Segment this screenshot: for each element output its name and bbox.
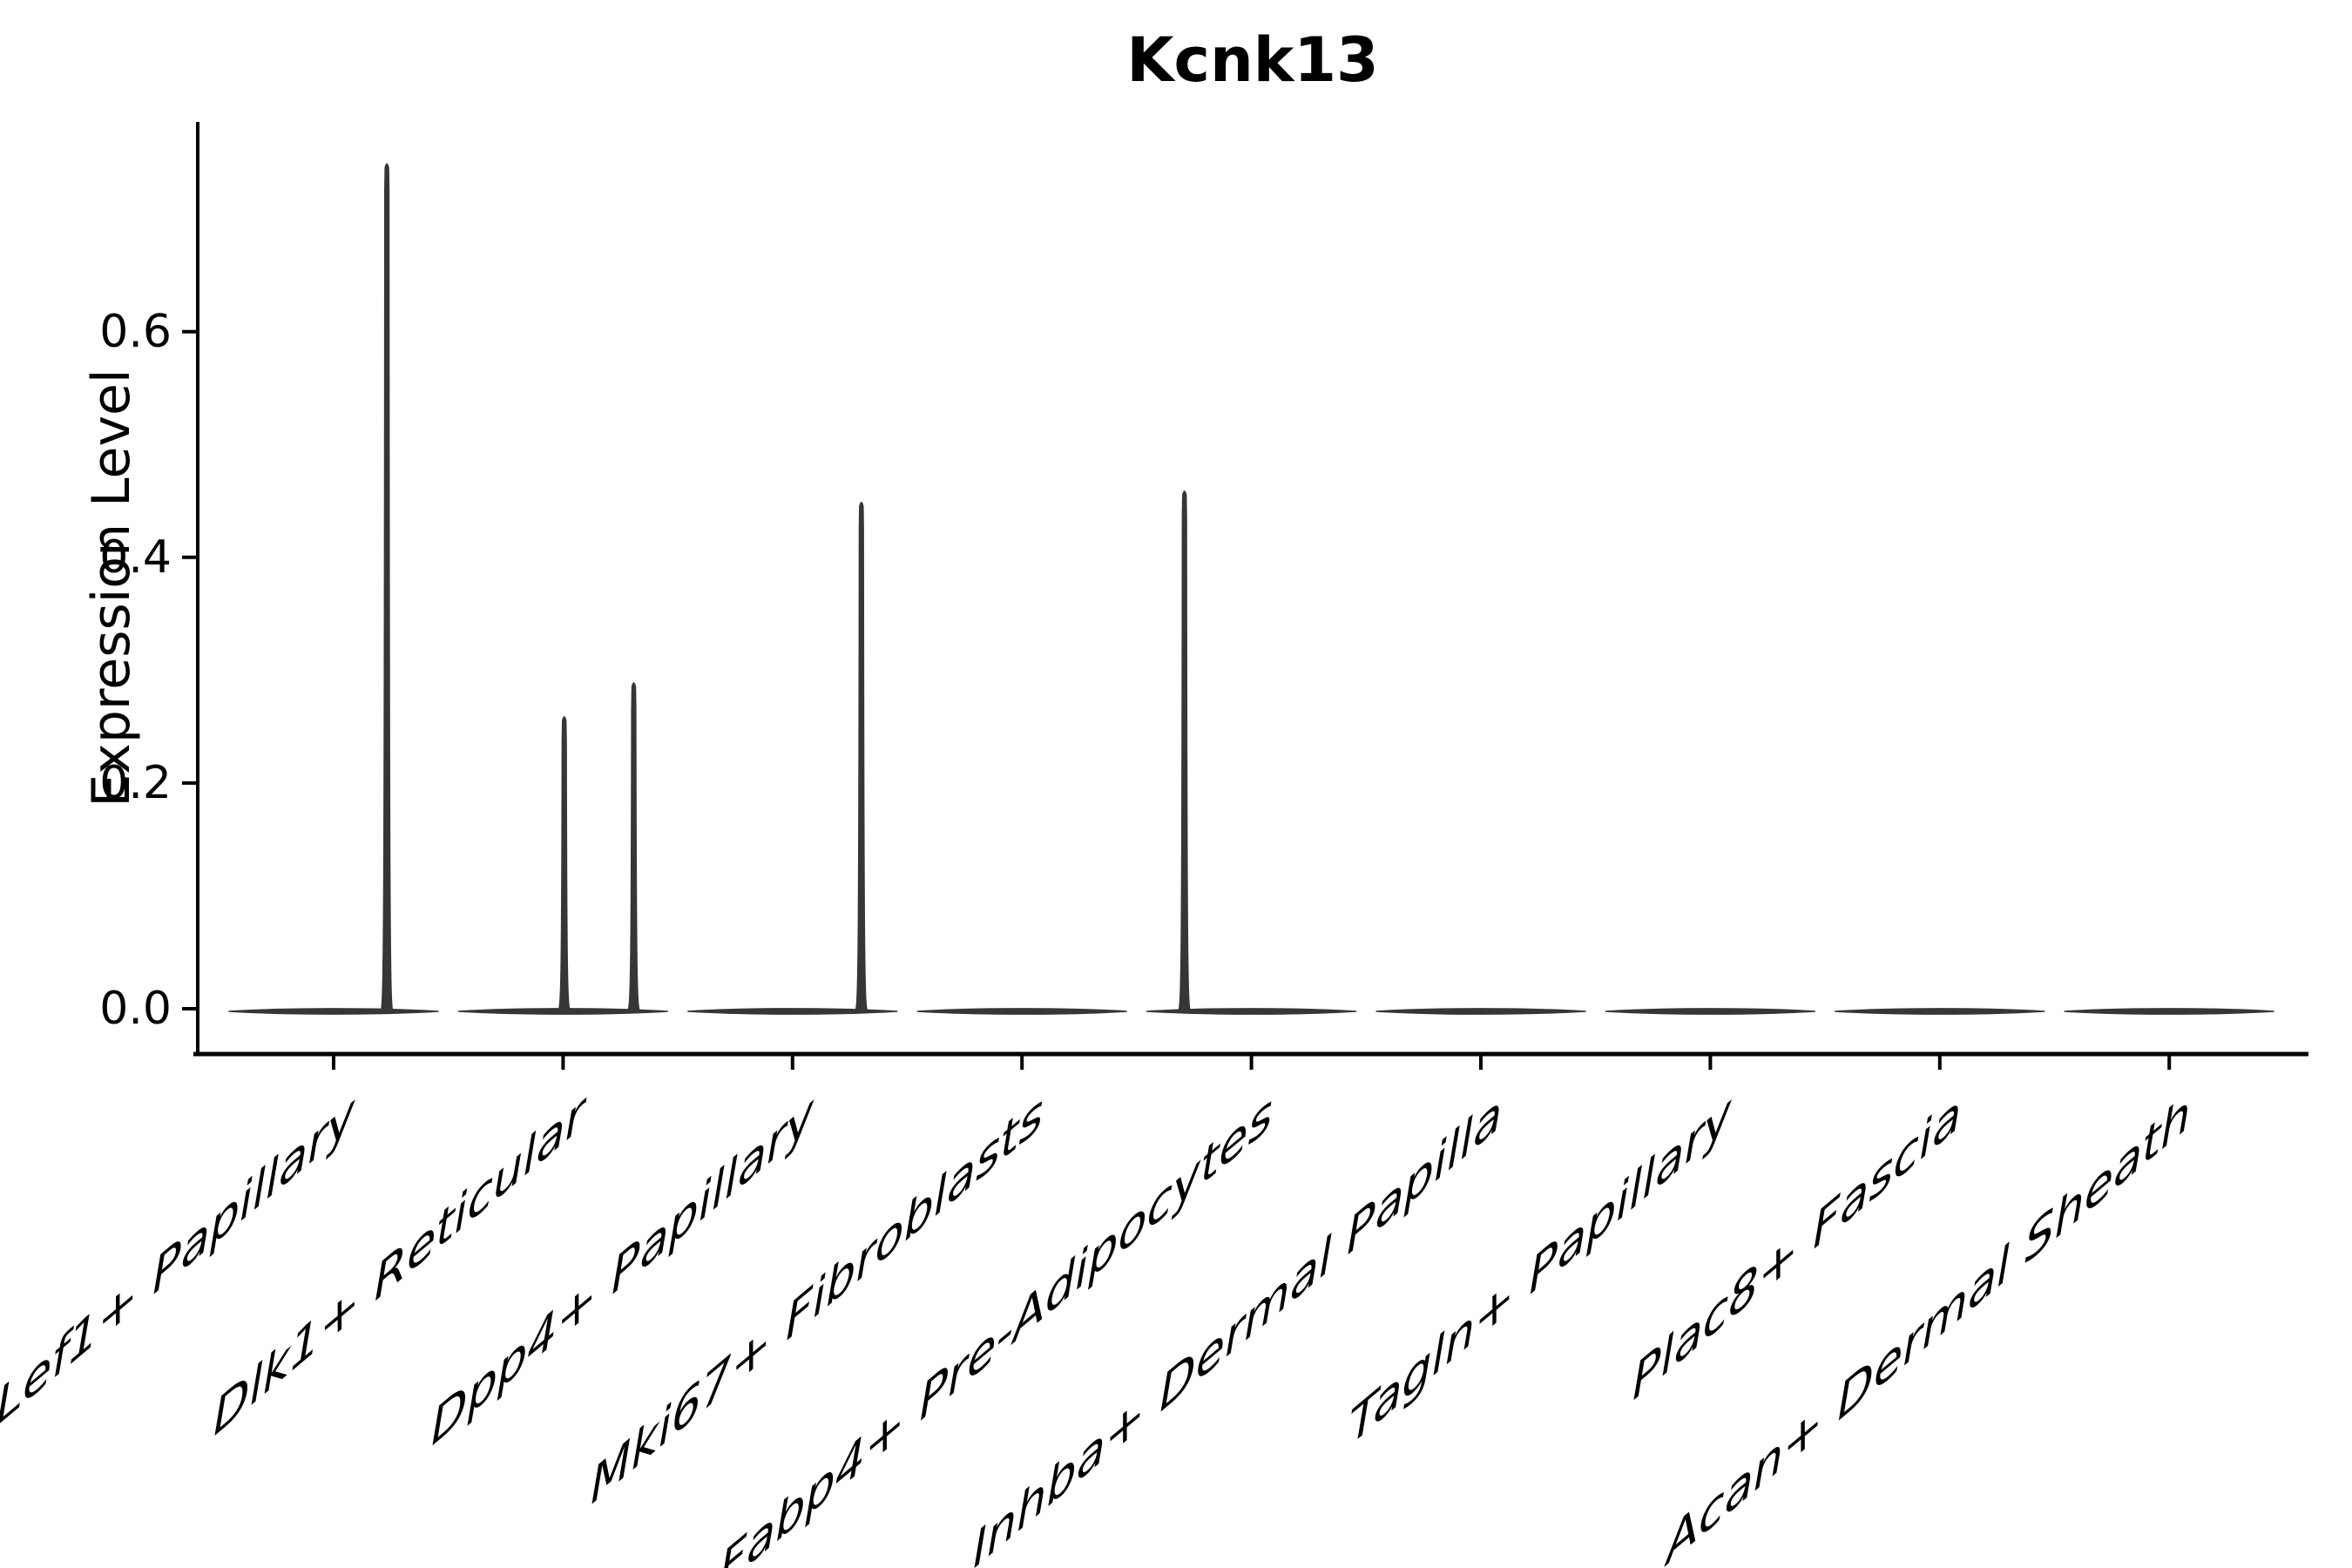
violin-spike	[1177, 490, 1192, 1013]
violin-body	[2064, 1008, 2274, 1015]
violin-body	[1375, 1008, 1586, 1015]
violin-body	[1146, 1008, 1357, 1015]
y-tick-label: 0.6	[99, 305, 172, 358]
violin-spike	[626, 682, 641, 1013]
violin-spike	[854, 502, 868, 1013]
violin-body	[1835, 1008, 2045, 1015]
violin-spike	[557, 716, 571, 1013]
y-tick-label: 0.4	[99, 531, 172, 584]
violin-body	[228, 1008, 439, 1015]
violin-spike	[380, 163, 395, 1013]
violin-body	[1605, 1008, 1816, 1015]
violin-body	[916, 1008, 1127, 1015]
y-tick-label: 0.0	[99, 983, 172, 1035]
plot-title: Kcnk13	[1126, 24, 1379, 96]
y-tick-label: 0.2	[99, 756, 172, 809]
violin-body	[687, 1008, 898, 1015]
